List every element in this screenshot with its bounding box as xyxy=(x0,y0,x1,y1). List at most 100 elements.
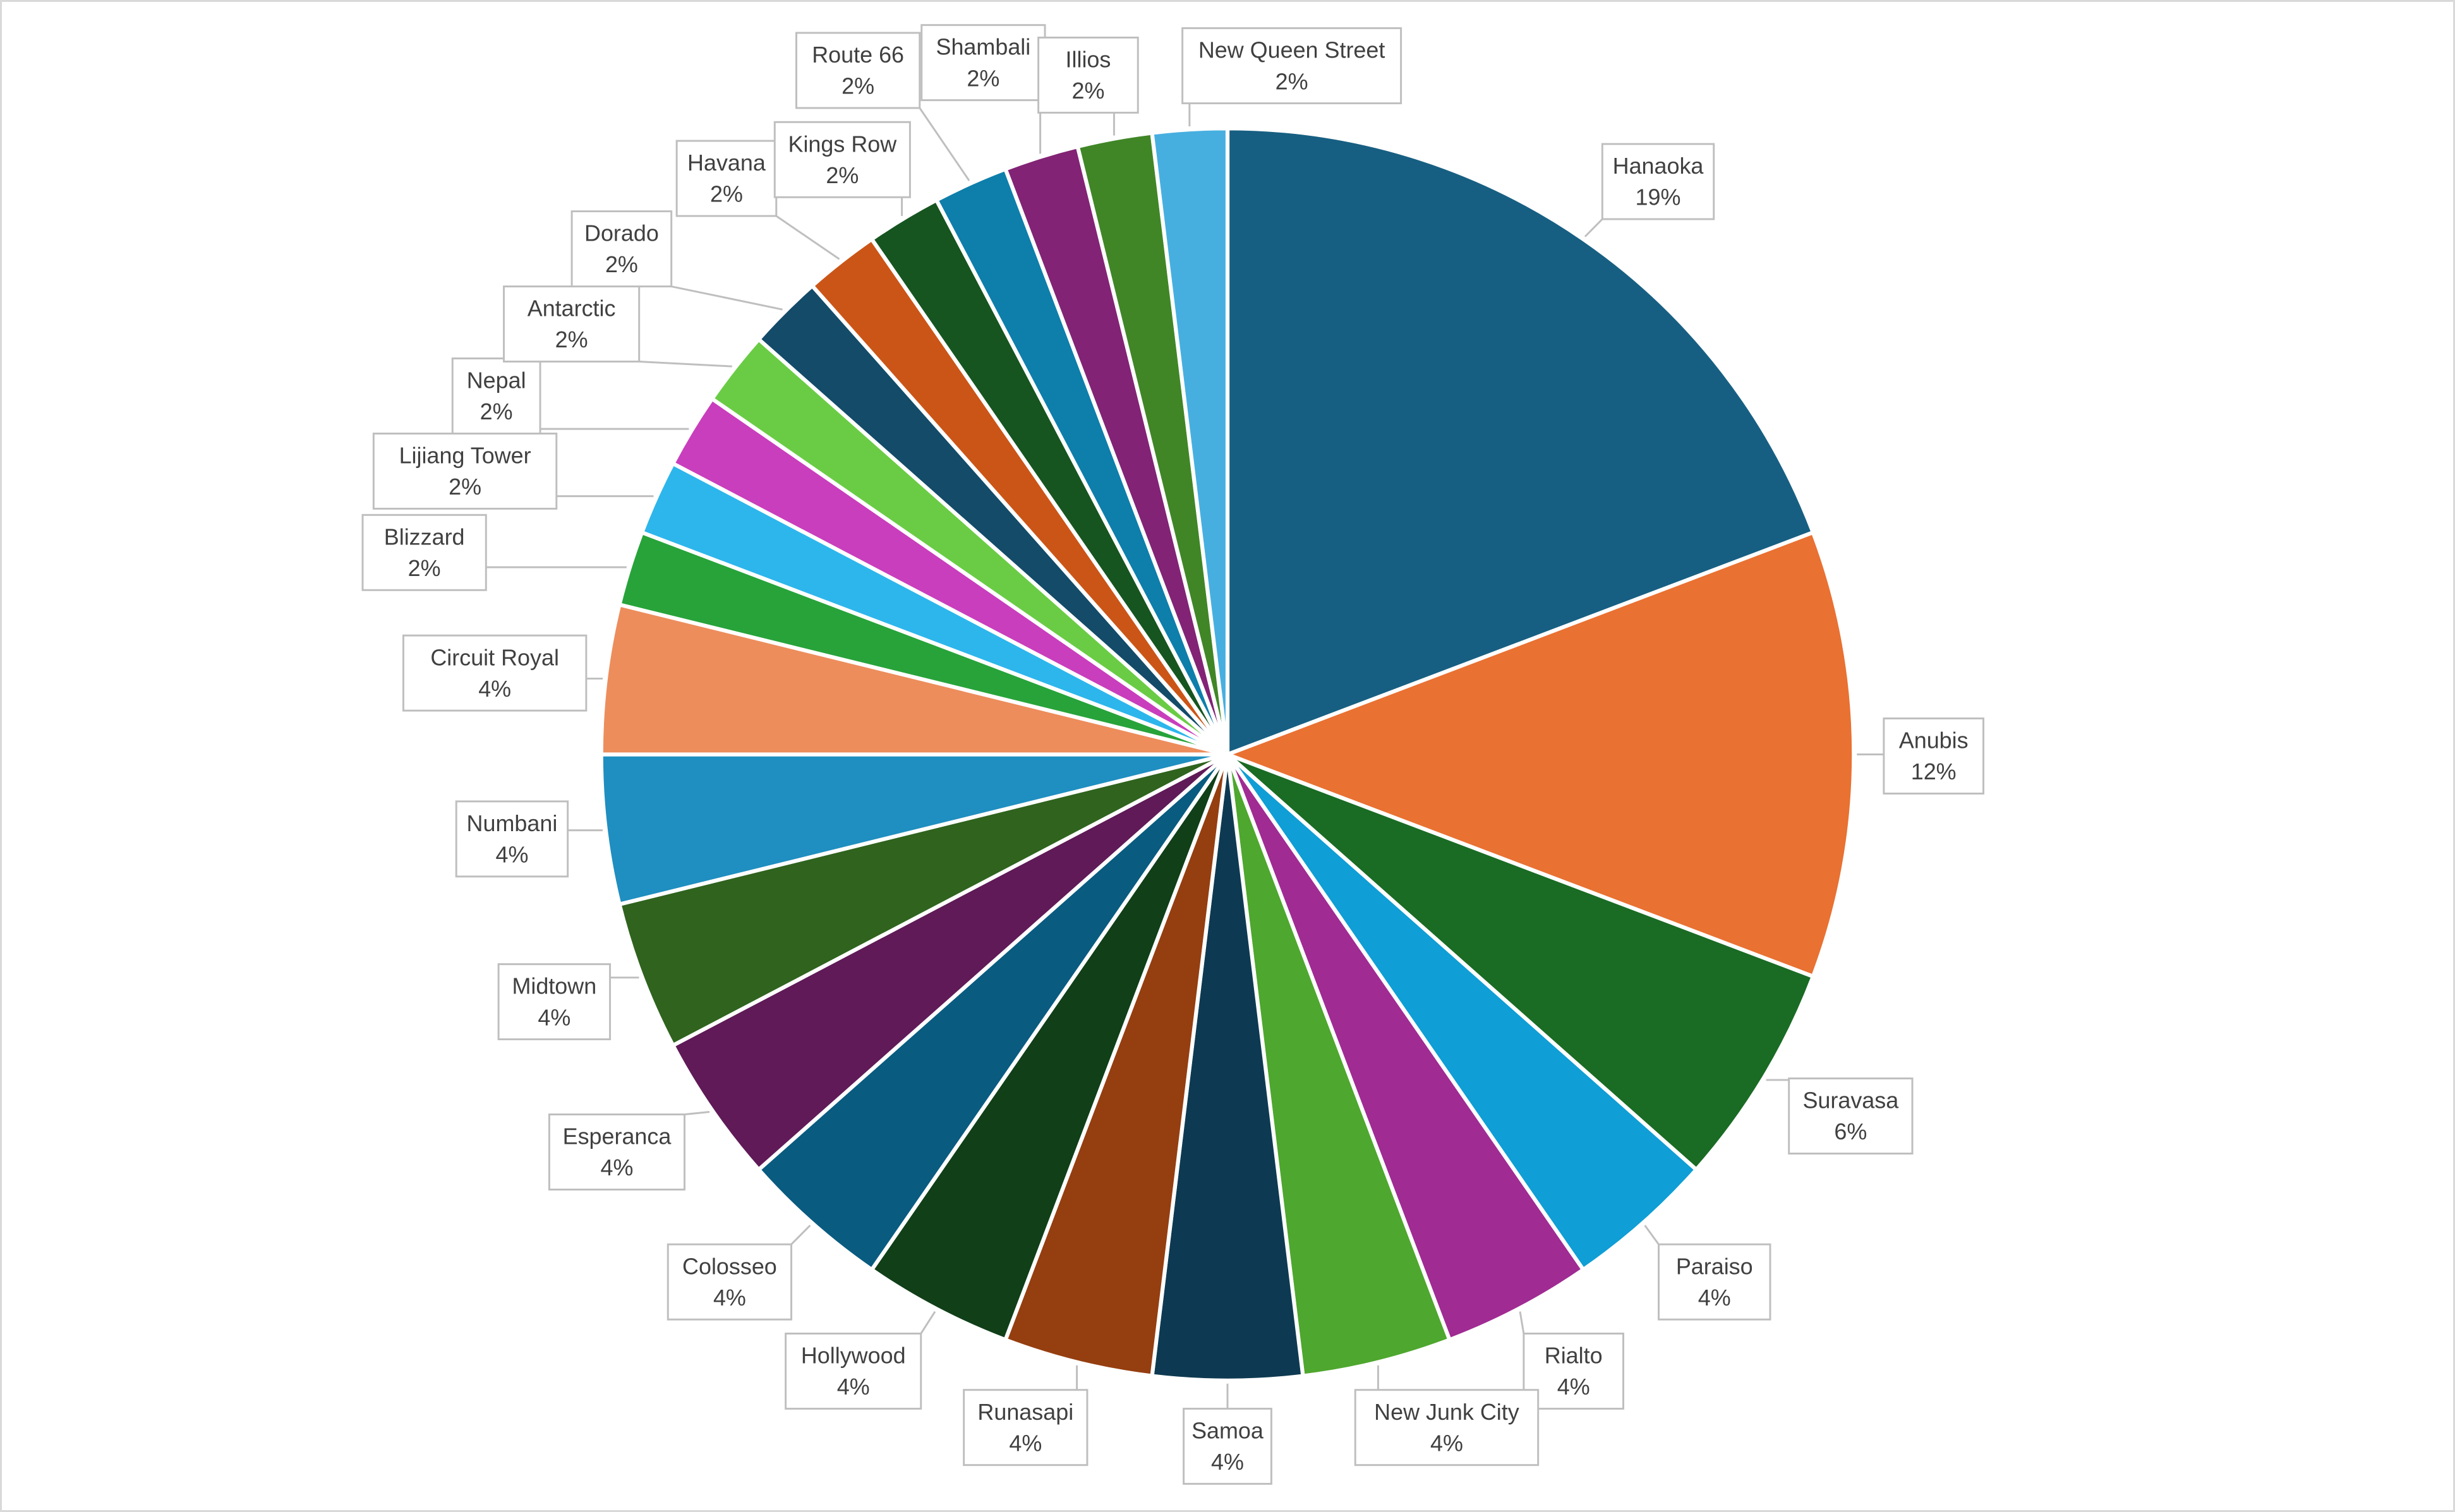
pie-slice-runasapi xyxy=(1003,753,1230,1379)
data-label-percent: 2% xyxy=(449,474,481,500)
pie-slice-rialto xyxy=(1226,753,1586,1343)
data-label-box xyxy=(570,210,673,288)
data-label-category: Route 66 xyxy=(812,42,904,68)
data-label-percent: 2% xyxy=(408,555,441,581)
leader-line xyxy=(919,107,970,181)
data-label-box xyxy=(1183,1407,1272,1485)
data-label-percent: 2% xyxy=(826,162,859,188)
data-label-box xyxy=(675,140,778,217)
pie-slice-colosseo xyxy=(756,753,1229,1273)
data-label-box xyxy=(773,121,911,198)
data-label-category: Dorado xyxy=(584,220,659,246)
data-label: Paraiso 4% xyxy=(1658,1243,1771,1321)
data-labels: Hanaoka19%Anubis12%Suravasa6%Paraiso4%Ri… xyxy=(361,24,1984,1485)
data-label-percent: 4% xyxy=(601,1155,634,1180)
data-label-category: Samoa xyxy=(1191,1418,1264,1444)
data-label-box xyxy=(667,1243,793,1321)
data-label-percent: 4% xyxy=(1211,1449,1244,1475)
data-label-box xyxy=(455,800,569,878)
data-label-category: Anubis xyxy=(1899,728,1969,753)
data-label-percent: 4% xyxy=(837,1374,870,1400)
data-label: Blizzard 2% xyxy=(361,513,487,591)
leader-line xyxy=(1644,1225,1660,1245)
data-label: Dorado 2% xyxy=(570,210,673,288)
data-label-box xyxy=(963,1389,1089,1467)
data-label-category: Kings Row xyxy=(788,131,897,157)
data-label-percent: 4% xyxy=(1009,1430,1042,1456)
data-label: Route 66 2% xyxy=(795,32,921,109)
data-label-percent: 4% xyxy=(478,676,511,702)
data-label-category: Esperanca xyxy=(563,1124,672,1149)
data-label: Anubis 12% xyxy=(1883,717,1984,795)
data-label: Suravasa 6% xyxy=(1788,1077,1914,1155)
pie-slice-paraiso xyxy=(1226,753,1699,1273)
pie-slice-samoa xyxy=(1150,754,1305,1383)
data-label-percent: 2% xyxy=(605,251,638,277)
leader-line xyxy=(1519,1311,1525,1334)
data-label: Colosseo 4% xyxy=(667,1243,793,1321)
data-label: Samoa 4% xyxy=(1183,1407,1272,1485)
leader-line xyxy=(775,215,840,260)
data-label: Havana 2% xyxy=(675,140,778,217)
pie-slice-hollywood xyxy=(869,753,1229,1343)
data-label: Circuit Royal 4% xyxy=(402,634,588,712)
pie-slice-new-junk-city xyxy=(1225,753,1452,1379)
data-label-category: Midtown xyxy=(512,973,596,999)
data-label-category: Lijiang Tower xyxy=(399,443,531,469)
data-label-box xyxy=(1037,36,1139,114)
data-label-box xyxy=(451,357,541,435)
data-label-category: New Junk City xyxy=(1374,1399,1519,1425)
data-label: New Queen Street 2% xyxy=(1181,27,1402,105)
data-label-category: Shambali xyxy=(936,34,1031,60)
data-label-box xyxy=(920,24,1046,102)
data-label-box xyxy=(1354,1389,1540,1467)
data-label: Antarctic 2% xyxy=(503,285,641,363)
leader-line xyxy=(790,1225,811,1245)
pie-slice-numbani xyxy=(599,752,1228,907)
data-label-box xyxy=(785,1332,922,1410)
data-label-box xyxy=(1883,717,1984,795)
data-label-percent: 2% xyxy=(555,327,588,352)
data-label: Kings Row 2% xyxy=(773,121,911,198)
leader-line xyxy=(1584,218,1603,237)
data-label-box xyxy=(1181,27,1402,105)
data-label-percent: 2% xyxy=(1071,78,1104,104)
leader-line xyxy=(671,285,783,311)
data-label-box xyxy=(402,634,588,712)
data-label-box xyxy=(1658,1243,1771,1321)
data-label-percent: 19% xyxy=(1636,184,1681,210)
data-label-percent: 2% xyxy=(841,73,874,99)
data-label-percent: 6% xyxy=(1834,1119,1867,1144)
data-label-percent: 4% xyxy=(1698,1285,1731,1311)
pie-slice-hanaoka xyxy=(1225,126,1816,758)
data-label-percent: 4% xyxy=(495,842,528,868)
data-label-percent: 12% xyxy=(1911,759,1957,784)
data-label-percent: 2% xyxy=(710,181,743,207)
data-label-box xyxy=(1523,1332,1624,1410)
data-label: Shambali 2% xyxy=(920,24,1046,102)
data-label-box xyxy=(361,513,487,591)
data-label: Lijiang Tower 2% xyxy=(372,432,558,510)
data-label-percent: 2% xyxy=(1276,68,1308,94)
leader-lines xyxy=(486,100,1884,1409)
data-label-category: Nepal xyxy=(467,368,526,393)
data-label: Runasapi 4% xyxy=(963,1389,1089,1467)
data-label-percent: 4% xyxy=(713,1285,746,1311)
data-label-category: Circuit Royal xyxy=(430,644,559,670)
pie-slice-new-queen-street xyxy=(1150,126,1230,755)
data-label-percent: 2% xyxy=(480,399,513,424)
data-label-category: Hollywood xyxy=(801,1343,906,1369)
data-label: Rialto 4% xyxy=(1523,1332,1624,1410)
data-label-box xyxy=(372,432,558,510)
data-label-category: New Queen Street xyxy=(1198,37,1385,63)
data-label-percent: 4% xyxy=(538,1004,570,1030)
pie-slices xyxy=(599,126,1856,1383)
pie-slice-esperanca xyxy=(670,752,1229,1173)
leader-line xyxy=(920,1311,936,1335)
data-label: Midtown 4% xyxy=(497,963,612,1041)
data-label-percent: 4% xyxy=(1557,1374,1590,1400)
pie-slice-anubis xyxy=(1222,530,1856,980)
data-label-category: Colosseo xyxy=(682,1253,777,1279)
data-label-box xyxy=(1601,143,1715,220)
